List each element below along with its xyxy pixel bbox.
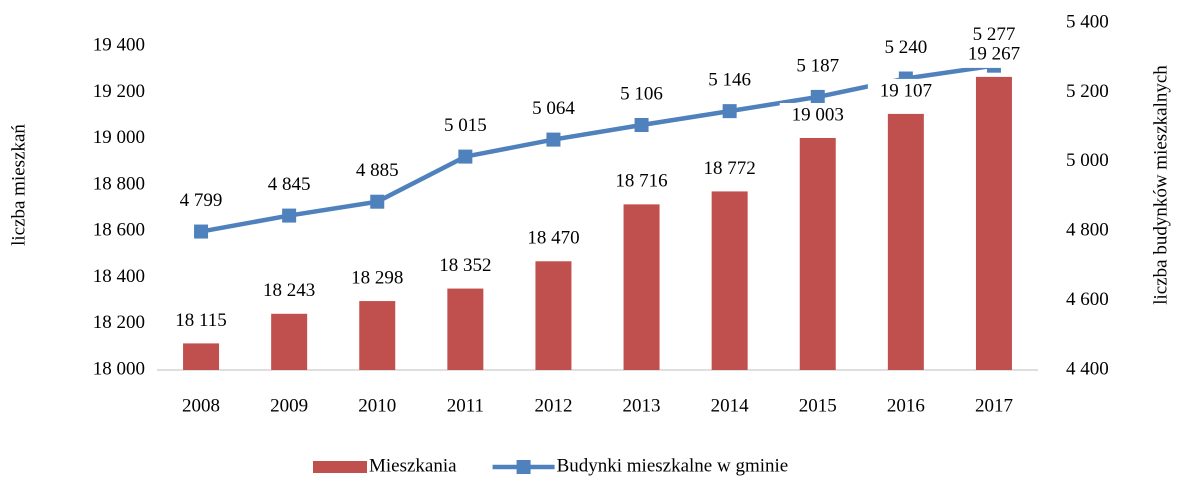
y-tick-label: 19 200 <box>93 81 145 102</box>
y-tick-label: 18 000 <box>93 358 145 379</box>
x-tick-label: 2014 <box>711 395 750 416</box>
data-label: 4 845 <box>268 174 311 195</box>
y2-tick-label: 5 000 <box>1066 150 1109 171</box>
legend-swatch <box>313 461 367 473</box>
x-tick-label: 2012 <box>534 395 572 416</box>
data-label-bg <box>339 266 416 293</box>
x-tick-label: 2017 <box>975 395 1013 416</box>
data-label-bg <box>603 169 680 196</box>
y-tick-label: 18 200 <box>93 312 145 333</box>
data-label: 19 267 <box>968 43 1020 64</box>
data-label: 19 003 <box>792 104 844 125</box>
legend-label: Mieszkania <box>369 455 457 476</box>
x-tick-label: 2013 <box>623 395 661 416</box>
bar <box>623 204 660 370</box>
y2-axis-title: liczba budynków mieszkalnych <box>1150 65 1171 305</box>
data-label: 18 470 <box>527 228 579 249</box>
bar <box>887 113 924 370</box>
bar <box>359 301 396 370</box>
data-label: 5 187 <box>796 55 839 76</box>
line-marker <box>194 224 209 239</box>
data-label: 18 772 <box>704 158 756 179</box>
data-label: 5 064 <box>532 98 575 119</box>
line <box>200 63 995 234</box>
data-label: 18 298 <box>351 267 403 288</box>
x-tick-label: 2015 <box>799 395 837 416</box>
data-label: 5 015 <box>444 115 487 136</box>
data-label: 18 243 <box>263 280 315 301</box>
data-label-bg <box>955 41 1032 68</box>
data-label: 18 716 <box>615 171 667 192</box>
line-marker <box>370 194 385 209</box>
x-tick-label: 2016 <box>887 395 925 416</box>
data-label: 19 107 <box>880 80 932 101</box>
y2-tick-label: 4 400 <box>1066 358 1109 379</box>
line-marker <box>634 118 649 133</box>
line-marker <box>282 208 297 223</box>
y-tick-label: 18 800 <box>93 173 145 194</box>
y-tick-label: 19 000 <box>93 127 145 148</box>
bar <box>183 343 220 370</box>
data-label-bg <box>163 308 240 335</box>
data-label-bg <box>515 226 592 253</box>
y2-tick-label: 4 800 <box>1066 220 1109 241</box>
data-label: 5 240 <box>884 37 927 58</box>
line-marker <box>546 132 561 147</box>
data-label: 18 115 <box>175 310 227 331</box>
y-tick-label: 18 600 <box>93 220 145 241</box>
data-label-bg <box>427 253 504 280</box>
data-label: 4 885 <box>356 160 399 181</box>
data-label-bg <box>867 78 944 105</box>
y-tick-label: 18 400 <box>93 266 145 287</box>
bar <box>799 137 836 370</box>
legend-label: Budynki mieszkalne w gminie <box>557 455 789 476</box>
line-marker <box>810 89 825 104</box>
bar <box>975 76 1012 370</box>
line-marker <box>722 104 737 119</box>
y-axis-title: liczba mieszkań <box>8 124 29 246</box>
y2-tick-label: 5 200 <box>1066 81 1109 102</box>
legend-swatch <box>516 460 531 474</box>
data-label-bg <box>691 156 768 183</box>
x-tick-label: 2011 <box>447 395 484 416</box>
data-label: 18 352 <box>439 255 491 276</box>
bar <box>535 261 572 370</box>
bar <box>711 191 748 370</box>
y2-tick-label: 4 600 <box>1066 289 1109 310</box>
x-tick-label: 2008 <box>182 395 220 416</box>
y2-tick-label: 5 400 <box>1066 11 1109 32</box>
bar <box>271 313 308 370</box>
y-tick-label: 19 400 <box>93 34 145 55</box>
data-label-bg <box>779 102 856 129</box>
bar <box>447 288 484 370</box>
x-tick-label: 2010 <box>358 395 396 416</box>
data-label: 5 277 <box>973 24 1016 45</box>
data-label: 4 799 <box>180 190 223 211</box>
data-label: 5 106 <box>620 83 663 104</box>
line-marker <box>458 149 473 164</box>
x-tick-label: 2009 <box>270 395 308 416</box>
data-label: 5 146 <box>708 69 751 90</box>
data-label-bg <box>251 278 328 305</box>
